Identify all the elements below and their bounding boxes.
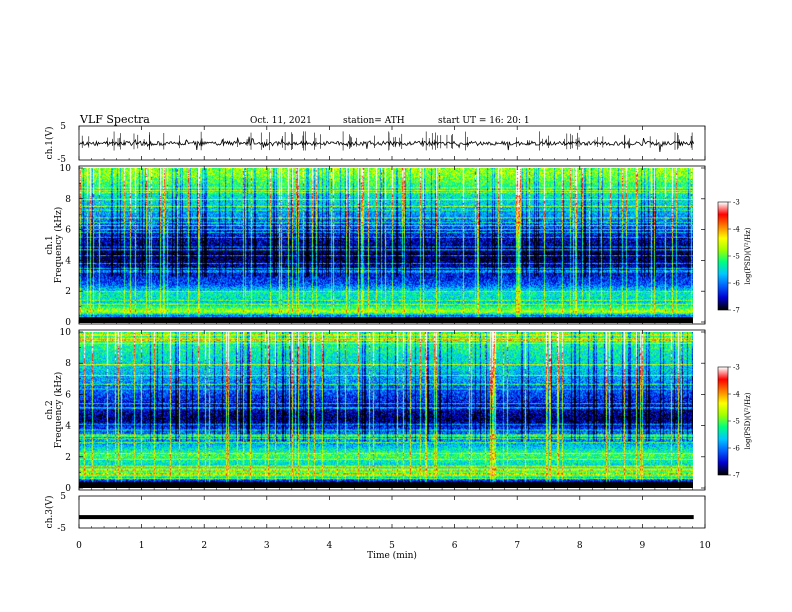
ch3-ytick-top: 5 — [60, 492, 66, 502]
ch2-freq-ytick-label: 6 — [65, 390, 71, 400]
ch1-colorbar-label: log(PSD)(V²/Hz) — [744, 227, 752, 284]
ch1-waveform — [78, 136, 695, 152]
ch1-ytick-top: 5 — [60, 122, 66, 132]
ch3-waveform-ylabel: ch.3(V) — [44, 496, 55, 529]
ch1-colorbar-tick-label: -5 — [733, 253, 740, 261]
ch2-spectrogram — [79, 332, 693, 488]
ch1-freq-ytick-label: 4 — [65, 256, 71, 266]
date-label: Oct. 11, 2021 — [250, 116, 312, 126]
ch2-freq-ytick-label: 8 — [65, 359, 71, 369]
x-tick-label: 0 — [76, 541, 82, 551]
ch2-colorbar-tick-label: -4 — [733, 391, 740, 399]
ch2-colorbar-tick-label: -5 — [733, 418, 740, 426]
ch1-freq-ytick-label: 8 — [65, 195, 71, 205]
ch1-freq-ytick-label: 6 — [65, 226, 71, 236]
ch2-colorbar-tick-label: -3 — [733, 364, 740, 372]
ch1-waveform-ylabel: ch.1(V) — [44, 127, 55, 160]
ch1-colorbar-tick-label: -7 — [733, 307, 740, 315]
x-tick-label: 7 — [514, 541, 520, 551]
ch1-spec-ylabel: Frequency (kHz) — [53, 207, 64, 284]
x-tick-label: 9 — [640, 541, 646, 551]
generated-axes: 0 1 2 3 4 5 6 7 8 9 1002468100246810-3-4-5-6-7-3-4… — [60, 126, 740, 551]
x-tick-label: 8 — [577, 541, 583, 551]
x-tick-label: 2 — [201, 541, 207, 551]
ch2-spec-ylabel-channel: ch.2 — [45, 400, 55, 419]
x-tick-label: 6 — [452, 541, 458, 551]
ch1-colorbar-tick-label: -3 — [733, 199, 740, 207]
x-tick-label: 4 — [327, 541, 333, 551]
ch1-spec-ylabel-channel: ch.1 — [45, 235, 55, 254]
ch2-colorbar-label: log(PSD)(V²/Hz) — [744, 392, 752, 449]
ch1-freq-ytick-label: 2 — [65, 287, 71, 297]
ch2-spec-ylabel: Frequency (kHz) — [53, 372, 64, 449]
ch2-freq-ytick-label: 0 — [65, 484, 71, 494]
start-time-label: start UT = 16: 20: 1 — [438, 116, 530, 126]
x-axis-label: Time (min) — [367, 550, 417, 561]
ch1-colorbar-tick-label: -4 — [733, 226, 740, 234]
ch1-spectrogram — [79, 168, 693, 323]
ch2-colorbar-tick-label: -6 — [733, 445, 740, 453]
ch2-colorbar — [718, 367, 728, 475]
ch3-ytick-bottom: -5 — [57, 524, 66, 534]
ch2-colorbar-tick-label: -7 — [733, 472, 740, 480]
x-tick-label: 5 — [389, 541, 395, 551]
x-tick-label: 3 — [264, 541, 270, 551]
x-tick-label: 10 — [699, 541, 711, 551]
ch2-freq-ytick-label: 4 — [65, 422, 71, 432]
figure-title: VLF Spectra — [79, 113, 150, 126]
ch1-colorbar — [718, 202, 728, 310]
ch1-ytick-bottom: -5 — [57, 155, 66, 165]
ch3-waveform — [79, 515, 694, 520]
ch1-freq-ytick-label: 0 — [65, 318, 71, 328]
ch1-colorbar-tick-label: -6 — [733, 280, 740, 288]
ch1-freq-ytick-label: 10 — [60, 164, 72, 174]
ch3-waveform-panel — [78, 495, 706, 529]
x-tick-label: 1 — [139, 541, 145, 551]
ch2-freq-ytick-label: 10 — [60, 328, 72, 338]
ch2-freq-ytick-label: 2 — [65, 453, 71, 463]
station-label: station= ATH — [343, 116, 405, 126]
